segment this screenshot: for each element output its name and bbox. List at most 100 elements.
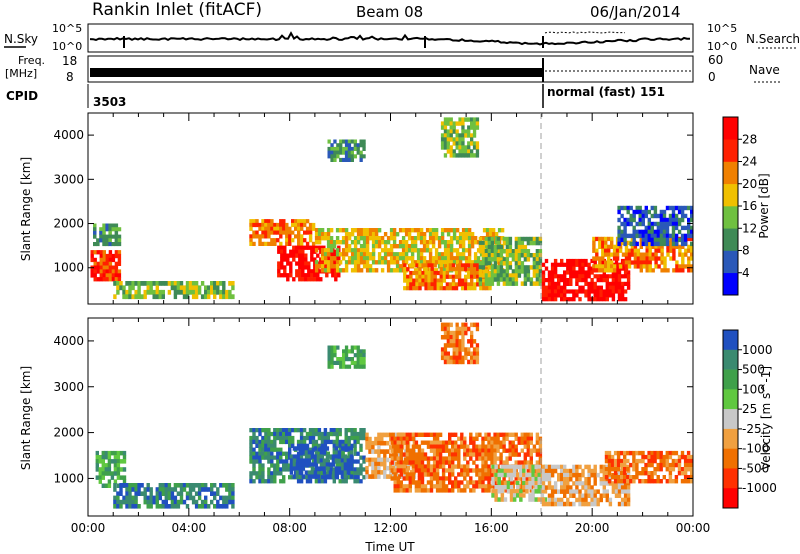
heatmap-cell [511,452,515,457]
heatmap-cell [572,489,576,494]
heatmap-cell [497,485,501,490]
heatmap-cell [434,232,439,237]
heatmap-cell [443,145,448,150]
heatmap-cell [353,236,358,241]
heatmap-cell [508,265,513,270]
heatmap-cell [101,475,105,480]
heatmap-cell [660,256,664,261]
heatmap-cell [541,497,546,503]
heatmap-cell [500,493,505,498]
heatmap-cell [368,461,372,467]
heatmap-cell [660,248,664,253]
heatmap-cell [393,448,397,453]
heatmap-cell [347,248,352,253]
heatmap-cell [683,475,688,480]
heatmap-cell [270,443,274,448]
heatmap-cell [440,137,445,142]
heatmap-cell [356,439,360,445]
heatmap-cell [285,222,289,228]
heatmap-cell [93,277,97,282]
heatmap-cell [401,244,406,249]
heatmap-cell [249,238,253,243]
heatmap-cell [371,268,376,273]
heatmap-cell [414,452,419,457]
heatmap-cell [487,261,492,266]
heatmap-cell [310,462,315,467]
heatmap-cell [618,264,623,269]
heatmap-cell [295,462,300,467]
heatmap-cell [158,483,162,488]
heatmap-cell [502,444,506,449]
heatmap-cell [362,252,367,257]
heatmap-cell [317,228,322,233]
heatmap-cell [303,219,307,224]
heatmap-cell [249,226,253,231]
colorbar-tick-label: 500 [742,363,765,377]
heatmap-cell [656,213,661,219]
heatmap-cell [289,261,293,266]
heatmap-cell [336,357,340,362]
heatmap-cell [499,273,504,278]
heatmap-cell [451,274,456,279]
heatmap-cell [663,268,667,273]
heatmap-cell [417,484,422,489]
heatmap-cell [616,450,621,456]
heatmap-cell [344,154,349,159]
heatmap-cell [347,146,352,151]
heatmap-cell [371,248,376,253]
heatmap-cell [359,364,363,369]
heatmap-cell [526,253,531,258]
heatmap-cell [475,355,480,361]
heatmap-cell [319,446,324,451]
heatmap-cell [517,273,522,278]
colorbar-swatch [723,206,738,229]
heatmap-cell [473,270,477,276]
heatmap-cell [152,495,156,501]
heatmap-cell [104,467,108,472]
heatmap-cell [296,428,301,433]
heatmap-cell [204,483,208,488]
heatmap-cell [125,495,129,501]
heatmap-cell [592,244,596,249]
heatmap-cell [452,355,456,361]
heatmap-cell [544,477,549,482]
heatmap-cell [449,335,453,340]
heatmap-cell [463,456,467,461]
heatmap-cell [641,458,645,464]
colorbar-swatch [723,139,738,162]
heatmap-cell [532,281,537,286]
heatmap-cell [537,489,541,494]
heatmap-cell [411,452,416,457]
heatmap-cell [319,450,324,455]
heatmap-cell [285,241,289,246]
heatmap-cell [258,471,262,476]
heatmap-cell [618,248,623,253]
heatmap-cell [386,440,390,446]
heatmap-cell [526,448,530,453]
heatmap-cell [444,484,449,489]
heatmap-cell [523,436,527,441]
heatmap-cell [176,285,181,291]
heatmap-cell [470,330,474,336]
heatmap-cell [403,270,407,276]
heatmap-cell [654,264,658,269]
heatmap-cell [316,454,321,459]
heatmap-cell [502,269,507,274]
heatmap-cell [490,269,495,274]
heatmap-cell [632,237,636,243]
heatmap-cell [457,282,462,287]
heatmap-cell [417,460,422,465]
heatmap-cell [475,343,480,348]
heatmap-cell [386,252,391,257]
heatmap-cell [194,483,199,488]
heatmap-cell [396,464,400,469]
heatmap-cell [383,240,388,245]
heatmap-cell [405,468,409,473]
heatmap-cell [535,432,540,437]
heatmap-cell [219,289,223,295]
heatmap-cell [508,240,513,246]
heatmap-cell [653,237,658,243]
heatmap-cell [449,153,453,158]
heatmap-cell [493,253,498,258]
heatmap-cell [563,468,567,474]
